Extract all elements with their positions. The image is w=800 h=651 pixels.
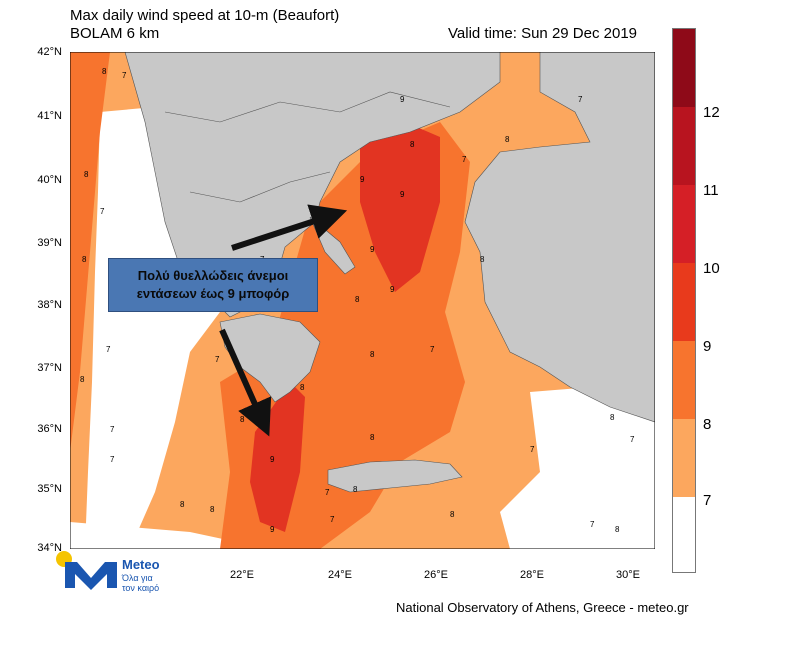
contour-label: 7 <box>110 425 115 434</box>
contour-label: 8 <box>370 433 375 442</box>
contour-label: 8 <box>84 170 89 179</box>
callout-box: Πολύ θυελλώδεις άνεμοι εντάσεων έως 9 μπ… <box>108 258 318 312</box>
land-turkey <box>464 52 655 423</box>
contour-label: 8 <box>102 67 107 76</box>
contour-label: 7 <box>630 435 635 444</box>
contour-label: 8 <box>370 350 375 359</box>
logo-tagline-2: τον καιρό <box>122 583 160 593</box>
contour-labels: 8787878799988798897788879878787879878787 <box>80 67 635 534</box>
lon-label: 24°E <box>328 569 352 581</box>
contour-label: 9 <box>400 95 405 104</box>
colorbar-band-7 <box>673 497 695 572</box>
lon-label: 28°E <box>520 569 544 581</box>
contour-label: 7 <box>578 95 583 104</box>
colorbar-band-10 <box>673 263 695 341</box>
contour-label: 8 <box>615 525 620 534</box>
contour-label: 7 <box>122 71 127 80</box>
meteo-m-icon <box>65 562 117 590</box>
lon-label: 30°E <box>616 569 640 581</box>
lon-label: 22°E <box>230 569 254 581</box>
contour-label: 8 <box>410 140 415 149</box>
callout-line-2: εντάσεων έως 9 μποφόρ <box>136 286 290 301</box>
lat-label: 35°N <box>37 483 62 495</box>
colorbar-band-11 <box>673 185 695 263</box>
contour-label: 8 <box>82 255 87 264</box>
title-line-2: BOLAM 6 km <box>70 25 160 42</box>
logo-tagline-1: Όλα για <box>122 573 153 583</box>
contour-label: 8 <box>80 375 85 384</box>
colorbar-label: 7 <box>703 492 712 509</box>
contour-label: 8 <box>353 485 358 494</box>
contour-label: 8 <box>505 135 510 144</box>
contour-label: 7 <box>430 345 435 354</box>
logo-name: Meteo <box>122 557 160 572</box>
contour-label: 9 <box>270 525 275 534</box>
borders <box>164 91 451 123</box>
map-title: Max daily wind speed at 10-m (Beaufort) … <box>70 7 339 43</box>
lat-label: 40°N <box>37 174 62 186</box>
land-balkans <box>124 52 501 318</box>
logo-tagline: Όλα για τον καιρό <box>122 573 182 593</box>
contour-label: 7 <box>462 155 467 164</box>
contour-label: 9 <box>370 245 375 254</box>
meteo-logo <box>56 551 117 590</box>
colorbar-band-9 <box>673 341 695 419</box>
colorbar-label: 8 <box>703 416 712 433</box>
contour-label: 9 <box>390 285 395 294</box>
calm-area-south-east <box>500 382 655 549</box>
calm-area-libya <box>70 522 270 549</box>
colorbar-label: 12 <box>703 104 720 121</box>
lat-label: 39°N <box>37 237 62 249</box>
contour-label: 8 <box>210 505 215 514</box>
contour-label: 8 <box>450 510 455 519</box>
contour-label: 7 <box>215 355 220 364</box>
credit: National Observatory of Athens, Greece -… <box>396 600 689 615</box>
contour-label: 7 <box>110 455 115 464</box>
lon-label: 26°E <box>424 569 448 581</box>
colorbar <box>672 28 696 573</box>
contour-label: 7 <box>100 207 105 216</box>
arrow-south <box>219 328 272 437</box>
lat-label: 41°N <box>37 110 62 122</box>
contour-label: 7 <box>590 520 595 529</box>
contour-label: 9 <box>270 455 275 464</box>
contour-label: 7 <box>106 345 111 354</box>
sea-band-9-coast <box>70 52 110 452</box>
contour-label: 8 <box>355 295 360 304</box>
contour-label: 8 <box>180 500 185 509</box>
borders-2 <box>189 171 331 203</box>
lat-label: 36°N <box>37 423 62 435</box>
valid-time: Valid time: Sun 29 Dec 2019 <box>448 25 638 42</box>
wind-core-aegean <box>360 122 440 292</box>
land-crete <box>327 459 463 493</box>
contour-label: 8 <box>300 383 305 392</box>
colorbar-band-8 <box>673 419 695 497</box>
colorbar-label: 9 <box>703 338 712 355</box>
arrow-north <box>231 204 348 251</box>
contour-label: 9 <box>400 190 405 199</box>
colorbar-band-12 <box>673 107 695 185</box>
contour-label: 7 <box>530 445 535 454</box>
colorbar-label: 11 <box>703 182 719 199</box>
colorbar-label: 10 <box>703 260 720 277</box>
callout-line-1: Πολύ θυελλώδεις άνεμοι <box>137 268 289 283</box>
lat-label: 38°N <box>37 299 62 311</box>
lat-label: 34°N <box>37 542 62 554</box>
contour-label: 7 <box>325 488 330 497</box>
contour-label: 8 <box>480 255 485 264</box>
contour-label: 9 <box>360 175 365 184</box>
contour-label: 8 <box>610 413 615 422</box>
title-line-1: Max daily wind speed at 10-m (Beaufort) <box>70 7 340 24</box>
lat-label: 37°N <box>37 362 62 374</box>
calm-area-ionian <box>85 107 220 549</box>
lat-label: 42°N <box>37 46 62 58</box>
colorbar-band-13 <box>673 29 695 107</box>
contour-label: 7 <box>330 515 335 524</box>
